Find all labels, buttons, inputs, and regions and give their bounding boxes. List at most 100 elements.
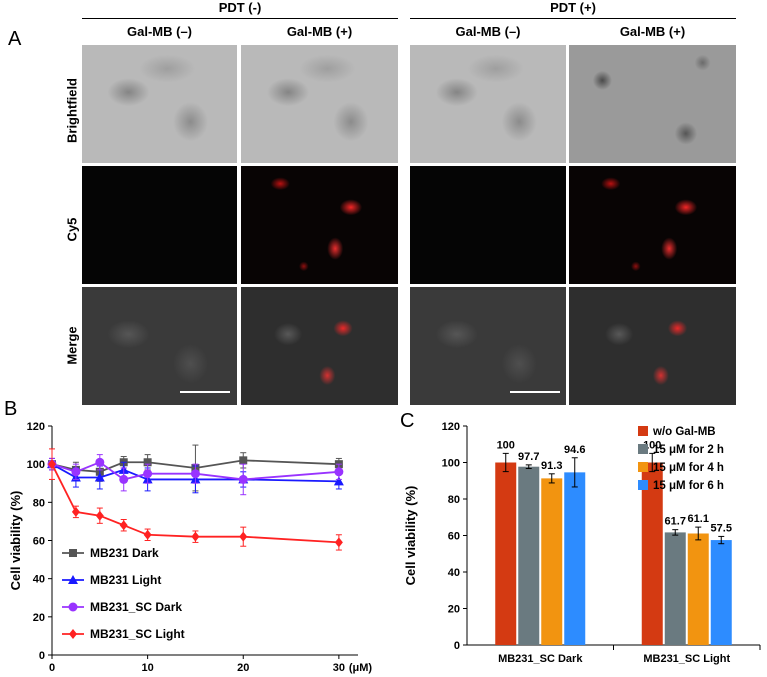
data-point: [94, 472, 105, 482]
y-tick-label: 20: [448, 604, 460, 616]
data-point: [69, 549, 77, 557]
bar: [541, 478, 563, 645]
legend-label: 15 μM for 6 h: [653, 480, 724, 492]
legend-swatch: [638, 444, 648, 454]
panel-b-letter: B: [4, 398, 18, 420]
brightfield-image: [569, 45, 736, 163]
group-header-pdt-plus: PDT (+): [550, 0, 596, 15]
data-point: [69, 629, 77, 639]
data-point: [71, 467, 81, 477]
row-label-brightfield: Brightfield: [64, 78, 80, 143]
bar: [518, 466, 540, 645]
data-point: [239, 456, 248, 465]
x-tick-label: 30: [333, 662, 345, 674]
y-tick-label: 100: [442, 458, 460, 470]
data-label: 61.7: [665, 516, 686, 528]
data-point: [119, 474, 129, 484]
x-tick-label: 0: [49, 662, 55, 674]
series: [47, 454, 344, 496]
bar: [710, 540, 732, 645]
row-label-merge: Merge: [64, 326, 80, 365]
y-tick-label: 40: [33, 574, 45, 586]
cy5-image: [410, 166, 566, 284]
column-header: Gal-MB (–): [455, 24, 521, 39]
data-label: 100: [497, 439, 515, 451]
data-point: [143, 458, 152, 467]
legend-swatch: [638, 480, 648, 490]
data-point: [238, 474, 248, 484]
series-line: [51, 463, 339, 483]
group-header-pdt-minus: PDT (-): [218, 0, 262, 15]
data-label: 57.5: [711, 522, 732, 534]
line-chart: 0 20 40 60 80 100 120 0 10 20 30 (μM) Cell viability…: [8, 421, 373, 674]
y-tick-label: 60: [448, 531, 460, 543]
data-point: [190, 469, 200, 479]
y-axis-label: Cell viability (%): [8, 491, 23, 591]
column-header: Gal-MB (–): [127, 24, 192, 39]
bar: [664, 532, 686, 645]
merge-image: [569, 287, 736, 405]
brightfield-image: [241, 45, 398, 163]
data-point: [333, 476, 344, 486]
data-point: [334, 467, 344, 477]
brightfield-image: [410, 45, 566, 163]
bar: [564, 472, 586, 645]
y-axis-label: Cell viability (%): [403, 486, 418, 586]
row-label-cy5: Cy5: [64, 217, 80, 242]
legend-label: 15 μM for 2 h: [653, 444, 724, 456]
x-tick-label: 20: [237, 662, 249, 674]
y-tick-label: 20: [33, 612, 45, 624]
y-tick-label: 80: [448, 494, 460, 506]
data-point: [95, 457, 105, 467]
data-point: [68, 602, 78, 612]
data-point: [68, 575, 78, 584]
data-point: [239, 531, 248, 542]
cy5-image: [82, 166, 237, 284]
legend-label: MB231 Dark: [90, 546, 159, 560]
panel-a-letter: A: [8, 28, 22, 50]
legend-swatch: [638, 426, 648, 436]
column-header: Gal-MB (+): [286, 24, 353, 39]
scale-bar: [510, 391, 560, 393]
data-point: [334, 537, 343, 548]
panel-c-letter: C: [400, 410, 415, 432]
cy5-image: [569, 166, 736, 284]
data-label: 94.6: [564, 444, 585, 456]
y-tick-label: 120: [442, 421, 460, 433]
merge-image: [410, 287, 566, 405]
data-point: [48, 459, 56, 470]
data-point: [95, 510, 104, 521]
group-underline-pdt-plus: [410, 18, 736, 19]
y-tick-label: 60: [33, 536, 45, 548]
bar-chart: 0 20 40 60 80 100 120 Cell viability (%) MB231_S…: [403, 421, 761, 665]
y-tick-label: 40: [448, 567, 460, 579]
scale-bar: [180, 391, 230, 393]
legend-label: MB231 Light: [90, 573, 161, 587]
merge-image: [241, 287, 398, 405]
cy5-image: [241, 166, 398, 284]
legend-label: MB231_SC Dark: [90, 600, 182, 614]
data-point: [71, 506, 80, 517]
data-point: [143, 469, 153, 479]
x-tick-label: MB231_SC Dark: [498, 653, 583, 665]
legend-label: MB231_SC Light: [90, 627, 185, 641]
legend-swatch: [638, 462, 648, 472]
y-tick-label: 80: [33, 497, 45, 509]
y-tick-label: 0: [454, 640, 460, 652]
bar: [495, 462, 517, 645]
y-tick-label: 0: [39, 650, 45, 662]
x-tick-label: MB231_SC Light: [643, 653, 730, 665]
legend-label: 15 μM for 4 h: [653, 462, 724, 474]
series-line: [51, 463, 339, 544]
legend-label: w/o Gal-MB: [652, 426, 716, 438]
x-unit-label: (μM): [349, 662, 373, 674]
data-label: 61.1: [688, 513, 709, 525]
y-tick-label: 100: [27, 459, 45, 471]
data-label: 97.7: [518, 451, 539, 463]
brightfield-image: [82, 45, 237, 163]
series: [48, 448, 343, 551]
y-tick-label: 120: [27, 421, 45, 433]
data-point: [143, 529, 152, 540]
column-header: Gal-MB (+): [619, 24, 686, 39]
bar: [687, 533, 709, 645]
